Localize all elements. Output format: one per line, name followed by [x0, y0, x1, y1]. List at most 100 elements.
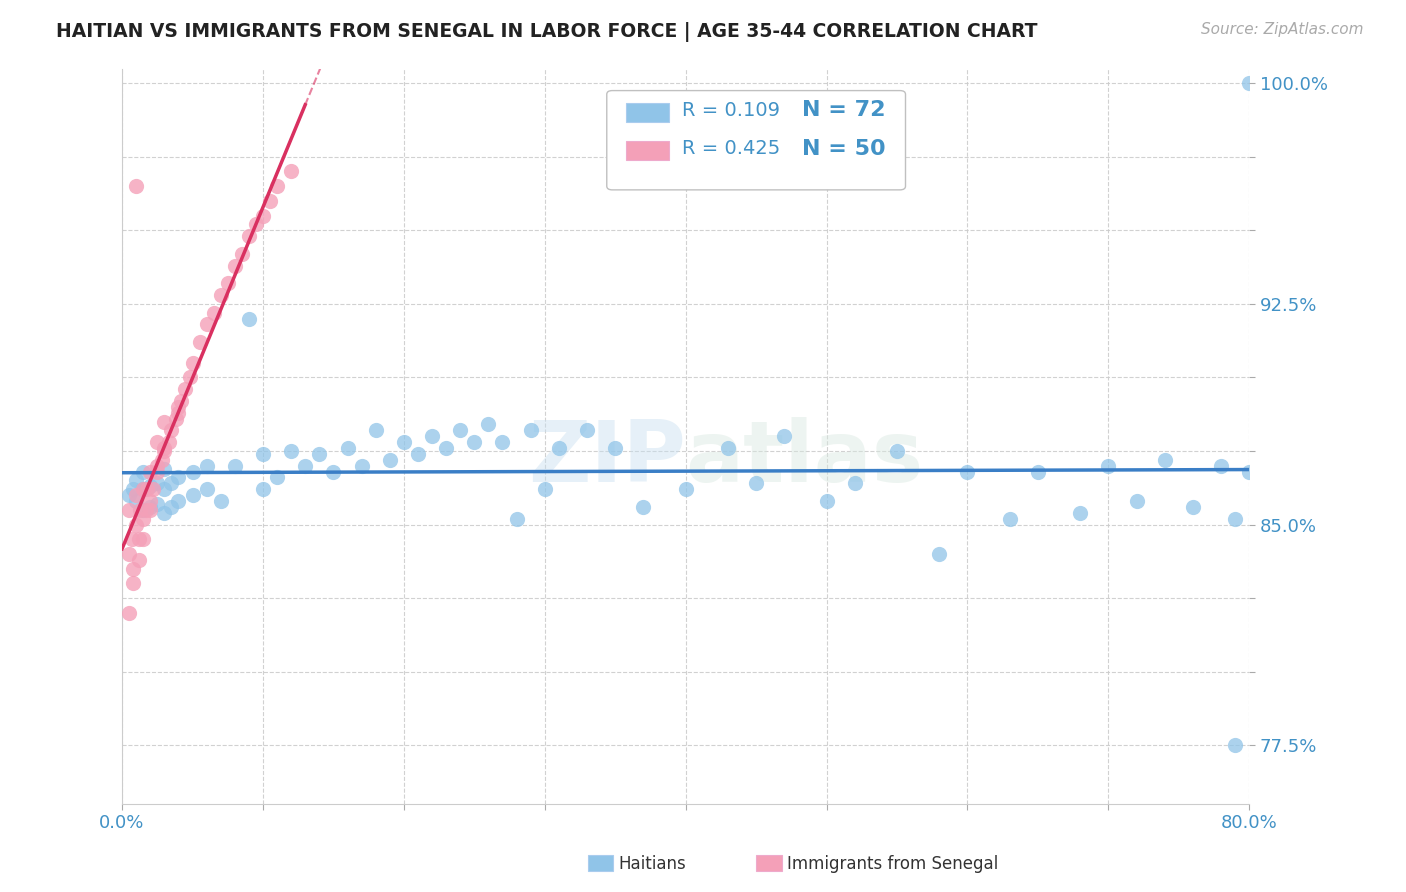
Point [125, 517, 148, 532]
Point [745, 476, 768, 491]
Point [844, 476, 866, 491]
Point [1153, 452, 1175, 467]
Bar [626, 141, 669, 161]
Point [139, 479, 162, 493]
Point [160, 476, 183, 491]
Point [238, 311, 260, 326]
Point [463, 435, 485, 450]
Point [1181, 500, 1204, 514]
Point [322, 465, 344, 479]
Point [928, 547, 950, 561]
Point [420, 429, 443, 443]
Point [533, 482, 555, 496]
Point [136, 482, 159, 496]
Point [139, 500, 162, 514]
Text: Source: ZipAtlas.com: Source: ZipAtlas.com [1201, 22, 1364, 37]
Text: HAITIAN VS IMMIGRANTS FROM SENEGAL IN LABOR FORCE | AGE 35-44 CORRELATION CHART: HAITIAN VS IMMIGRANTS FROM SENEGAL IN LA… [56, 22, 1038, 42]
Point [146, 497, 169, 511]
Point [195, 318, 218, 332]
Text: R = 0.425: R = 0.425 [682, 139, 780, 158]
Point [125, 488, 148, 502]
Point [308, 447, 330, 461]
Point [153, 444, 176, 458]
Text: Immigrants from Senegal: Immigrants from Senegal [787, 855, 998, 873]
Point [1125, 494, 1147, 508]
Point [266, 470, 288, 484]
Point [132, 465, 155, 479]
Point [576, 423, 599, 437]
Point [519, 423, 541, 437]
Point [1239, 76, 1261, 90]
Point [294, 458, 316, 473]
Point [434, 441, 457, 455]
Point [150, 452, 173, 467]
Point [252, 447, 274, 461]
Point [209, 288, 232, 302]
Point [815, 494, 838, 508]
Point [128, 553, 150, 567]
Point [280, 164, 302, 178]
Point [167, 406, 190, 420]
Point [378, 452, 401, 467]
Point [505, 511, 527, 525]
Point [1026, 465, 1049, 479]
Point [252, 482, 274, 496]
Point [125, 474, 148, 488]
Bar [626, 103, 669, 122]
Point [153, 506, 176, 520]
Point [605, 441, 627, 455]
Point [153, 482, 176, 496]
Point [1225, 511, 1247, 525]
Point [132, 503, 155, 517]
Point [139, 494, 162, 508]
Point [477, 417, 499, 432]
Point [266, 179, 288, 194]
Point [195, 482, 218, 496]
Text: R = 0.109: R = 0.109 [682, 101, 780, 120]
Point [224, 259, 246, 273]
Point [118, 606, 141, 620]
Point [392, 435, 415, 450]
Point [188, 335, 211, 350]
Point [238, 229, 260, 244]
Point [167, 494, 190, 508]
Point [132, 511, 155, 525]
Text: N = 72: N = 72 [801, 101, 886, 120]
Point [125, 179, 148, 194]
Point [139, 465, 162, 479]
Point [146, 476, 169, 491]
Point [142, 482, 165, 496]
Text: Haitians: Haitians [619, 855, 686, 873]
Point [118, 503, 141, 517]
Point [231, 247, 253, 261]
Point [259, 194, 281, 208]
Point [174, 382, 197, 396]
Point [449, 423, 471, 437]
Point [146, 465, 169, 479]
Point [1239, 465, 1261, 479]
Point [122, 482, 145, 496]
Point [153, 461, 176, 475]
Point [179, 370, 201, 384]
Point [153, 441, 176, 455]
Point [1097, 458, 1119, 473]
Point [280, 444, 302, 458]
Point [1225, 738, 1247, 752]
Point [364, 423, 387, 437]
Point [160, 423, 183, 437]
Point [547, 441, 569, 455]
Point [132, 533, 155, 547]
Point [406, 447, 429, 461]
Point [118, 488, 141, 502]
Point [224, 458, 246, 473]
Point [118, 547, 141, 561]
Point [146, 458, 169, 473]
Point [165, 411, 187, 425]
Point [491, 435, 513, 450]
Point [181, 488, 204, 502]
Point [125, 494, 148, 508]
Point [181, 465, 204, 479]
Text: ZIP: ZIP [527, 417, 686, 500]
Point [122, 576, 145, 591]
Point [217, 277, 239, 291]
